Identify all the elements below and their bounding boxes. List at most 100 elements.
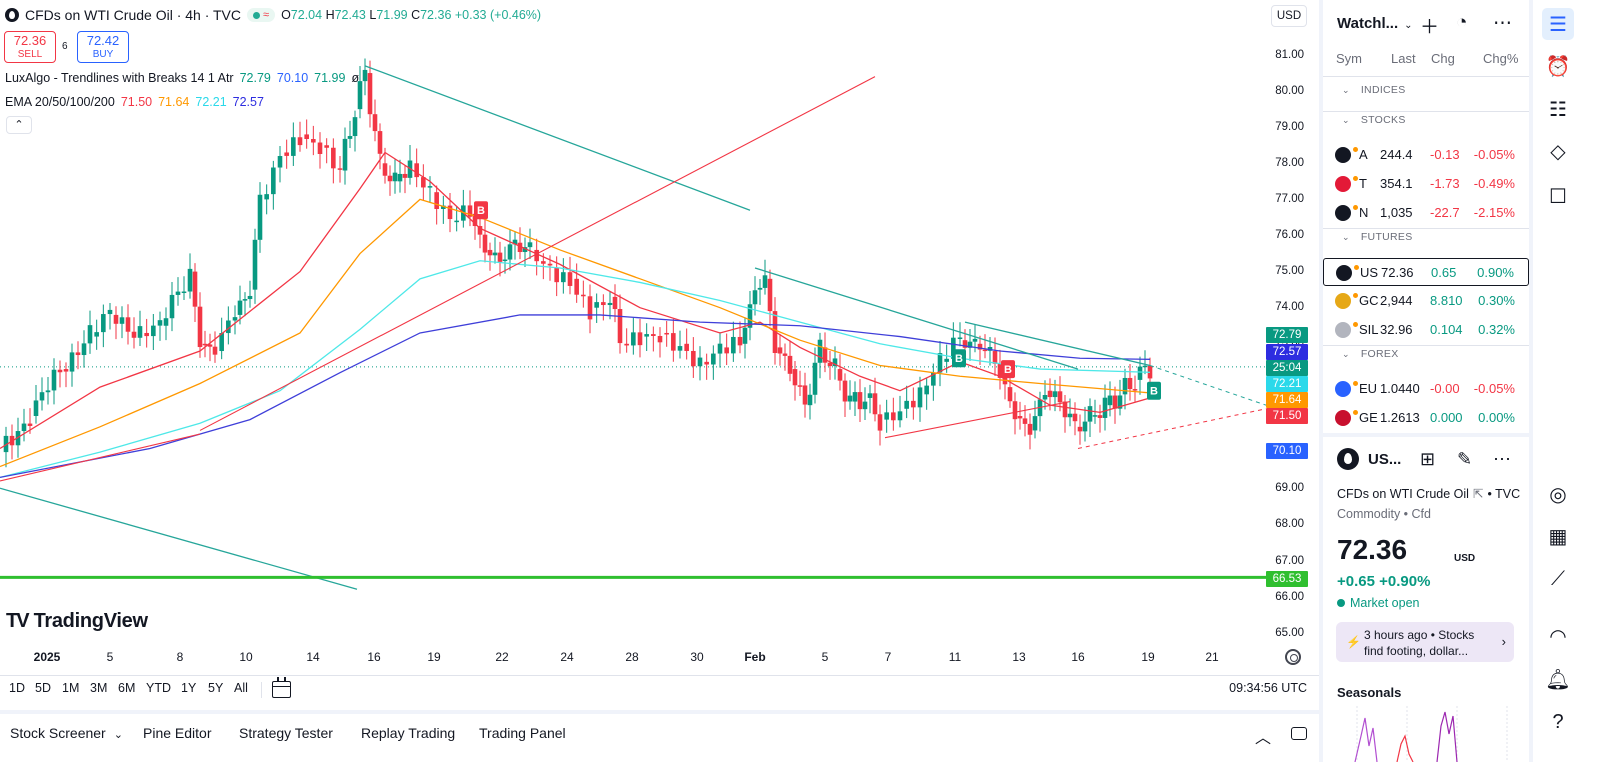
status-dot-icon [1353,322,1358,327]
alarm-clock-icon[interactable]: ⏰ [1545,55,1571,78]
price-tag[interactable]: 72.57 [1266,344,1308,360]
edit-icon[interactable]: ✎ [1457,449,1473,469]
watchlist-group-forex[interactable]: ⌄ FOREX [1342,348,1399,360]
status-dot-icon [1353,293,1358,298]
price-tag[interactable]: 71.50 [1266,408,1308,424]
range-button-5d[interactable]: 5D [35,681,51,695]
calendar-icon[interactable] [272,677,291,698]
more-options-icon[interactable]: ⋯ [1493,13,1512,34]
candle-body [817,339,823,363]
col-sym[interactable]: Sym [1336,51,1362,66]
buy-button[interactable]: 72.42 BUY [77,31,129,63]
seasonals-mini-chart[interactable] [1337,706,1517,762]
news-card[interactable]: ⚡ 3 hours ago • Stocks find footing, dol… [1336,622,1514,662]
seasonals-title[interactable]: Seasonals [1337,685,1402,700]
watchlist-row[interactable]: US 72.36 0.65 0.90% [1323,258,1529,286]
price-chart[interactable]: B B B B [0,0,1266,650]
tradingview-logo[interactable]: TV TradingView [6,610,148,633]
price-tag[interactable]: 72.79 [1266,327,1308,343]
ema-legend[interactable]: EMA 20/50/100/200 71.50 71.64 72.21 72.5… [5,95,264,109]
watchlist-row[interactable]: GE 1.2613 0.000 0.00% [1323,404,1529,432]
watchlist-row[interactable]: GC 2,944 8.810 0.30% [1323,287,1529,315]
watchlist-title[interactable]: Watchl... ⌄ [1337,15,1413,32]
watchlist-group-futures[interactable]: ⌄ FUTURES [1342,231,1413,243]
utc-clock[interactable]: 09:34:56 UTC [1229,681,1307,695]
price-tag[interactable]: 66.53 [1266,571,1308,587]
screener-list-icon[interactable]: ☷ [1549,98,1567,121]
candle-body [807,394,813,406]
ema20-value: 71.50 [120,95,153,109]
calendar-icon[interactable]: ▦ [1548,525,1568,548]
candle-body [967,341,973,348]
watchlist-change: -22.7 [1430,205,1460,220]
advanced-view-icon[interactable]: ◔ [1456,12,1468,33]
candle-body [1022,418,1028,424]
candle-body [527,242,533,248]
external-link-icon[interactable]: ⇱ [1472,487,1484,501]
chevron-up-icon[interactable]: ︿ [1255,730,1272,747]
candle-body [867,393,873,398]
candle-body [337,168,343,170]
candle-body [704,361,709,365]
grid-view-icon[interactable]: ⊞ [1420,449,1436,469]
range-button-1d[interactable]: 1D [9,681,25,695]
broadcast-icon[interactable]: ◠ [1549,625,1567,648]
candle-body [81,343,87,356]
time-tick-label: 14 [306,650,320,664]
market-status[interactable]: Market open [1337,596,1419,610]
tab-stock-screener[interactable]: Stock Screener ⌄ [10,725,123,741]
panel-divider[interactable] [1319,0,1323,762]
target-icon[interactable]: ◎ [1549,483,1567,506]
tab-trading-panel[interactable]: Trading Panel [479,725,566,741]
range-button-ytd[interactable]: YTD [146,681,171,695]
layers-icon[interactable]: ◇ [1550,140,1566,163]
range-button-1y[interactable]: 1Y [181,681,197,695]
watchlist-icon[interactable]: ☰ [1542,8,1574,40]
watchlist-row[interactable]: T 354.1 -1.73 -0.49% [1323,170,1529,198]
help-icon[interactable]: ? [1552,710,1564,733]
chat-icon[interactable]: ☐ [1549,185,1567,208]
luxalgo-legend[interactable]: LuxAlgo - Trendlines with Breaks 14 1 At… [5,71,359,85]
watchlist-group-stocks[interactable]: ⌄ STOCKS [1342,114,1406,126]
time-axis[interactable]: 2025 5 8 10 14 16 19 22 24 28 30 Feb 5 7 11 13 16 19 21 [0,648,1266,668]
range-button-5y[interactable]: 5Y [208,681,224,695]
drawing-tools-icon[interactable]: ⟋ [1551,567,1565,590]
notifications-bell-icon[interactable]: 🔔︎ [1545,668,1571,691]
range-button-1m[interactable]: 1M [62,681,80,695]
symbol-title[interactable]: CFDs on WTI Crude Oil · 4h · TVC [25,7,242,23]
more-options-icon[interactable]: ⋯ [1493,449,1511,469]
tab-strategy-tester[interactable]: Strategy Tester [239,725,333,741]
price-tag[interactable]: 71.64 [1266,392,1308,408]
watchlist-row[interactable]: N 1,035 -22.7 -2.15% [1323,199,1529,227]
col-chg[interactable]: Chg [1431,51,1455,66]
candle-body [482,234,488,253]
axis-settings-gear-icon[interactable] [1285,649,1301,665]
watchlist-row[interactable]: A 244.4 -0.13 -0.05% [1323,141,1529,169]
watchlist-group-indices[interactable]: ⌄ INDICES [1342,84,1406,96]
market-status-pill[interactable]: ≈ [247,8,276,22]
collapse-legend-button[interactable]: ⌃ [6,116,32,134]
range-button-all[interactable]: All [234,681,248,695]
col-last[interactable]: Last [1391,51,1416,66]
add-symbol-icon[interactable]: ＋ [1420,17,1440,38]
currency-button[interactable]: USD [1271,5,1307,27]
watchlist-row[interactable]: SIL 32.96 0.104 0.32% [1323,316,1529,344]
crude-oil-logo-icon [1337,448,1359,470]
maximize-icon[interactable] [1291,727,1307,740]
chart-pane[interactable]: B B B B CFDs on WTI Crude Oil · 4h · TVC ≈ … [0,0,1349,710]
tab-pine-editor[interactable]: Pine Editor [143,725,212,741]
sell-button[interactable]: 72.36 SELL [4,31,56,63]
range-button-6m[interactable]: 6M [118,681,136,695]
tab-replay-trading[interactable]: Replay Trading [361,725,456,741]
chevron-right-icon: › [1501,634,1506,649]
range-button-3m[interactable]: 3M [90,681,108,695]
price-tag[interactable]: 72.21 [1266,376,1308,392]
details-symbol[interactable]: US... [1368,451,1402,468]
price-tag[interactable]: 25:04 [1266,360,1308,376]
col-chg-percent[interactable]: Chg% [1483,51,1519,66]
price-axis[interactable]: 81.00 80.00 79.00 78.00 77.00 76.00 75.00 74.00… [1266,0,1310,650]
price-tag[interactable]: 70.10 [1266,443,1308,459]
details-name[interactable]: CFDs on WTI Crude Oil ⇱ • TVC [1337,487,1521,501]
watchlist-symbol: GE [1359,410,1378,425]
watchlist-row[interactable]: EU 1.0440 -0.00 -0.05% [1323,375,1529,403]
